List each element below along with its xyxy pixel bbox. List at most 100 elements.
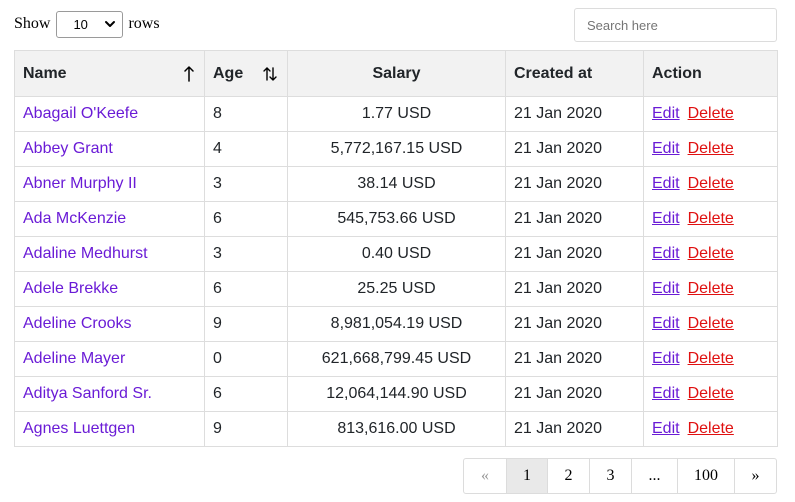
name-cell: Agnes Luettgen <box>14 411 205 447</box>
prev-page-button[interactable]: « <box>464 459 507 493</box>
delete-link[interactable]: Delete <box>687 280 734 297</box>
action-cell: Edit Delete <box>643 166 778 202</box>
rows-per-page-select[interactable]: 10 <box>56 10 124 38</box>
name-link[interactable]: Abbey Grant <box>23 140 113 157</box>
name-cell: Aditya Sanford Sr. <box>14 376 205 412</box>
name-cell: Adeline Mayer <box>14 341 205 377</box>
age-cell: 8 <box>204 96 288 132</box>
edit-link[interactable]: Edit <box>652 280 680 297</box>
action-cell: Edit Delete <box>643 236 778 272</box>
pagination: « 1 2 3 ... 100 » <box>463 458 777 494</box>
table-row: Adeline Crooks 9 8,981,054.19 USD 21 Jan 20… <box>14 306 778 342</box>
edit-link[interactable]: Edit <box>652 350 680 367</box>
column-header-action: Action <box>643 50 778 97</box>
name-link[interactable]: Adaline Medhurst <box>23 245 148 262</box>
page-button[interactable]: 2 <box>548 459 590 493</box>
salary-cell: 813,616.00 USD <box>287 411 506 447</box>
table-row: Abner Murphy II 3 38.14 USD 21 Jan 2020 Edit… <box>14 166 778 202</box>
name-cell: Abner Murphy II <box>14 166 205 202</box>
column-header-action-label: Action <box>652 64 702 82</box>
delete-link[interactable]: Delete <box>687 210 734 227</box>
created-at-cell: 21 Jan 2020 <box>505 131 644 167</box>
delete-link[interactable]: Delete <box>687 385 734 402</box>
name-link[interactable]: Adeline Mayer <box>23 350 126 367</box>
name-link[interactable]: Aditya Sanford Sr. <box>23 385 152 402</box>
action-cell: Edit Delete <box>643 376 778 412</box>
name-link[interactable]: Agnes Luettgen <box>23 420 136 437</box>
age-cell: 6 <box>204 201 288 237</box>
created-at-cell: 21 Jan 2020 <box>505 411 644 447</box>
action-cell: Edit Delete <box>643 131 778 167</box>
table-row: Abagail O'Keefe 8 1.77 USD 21 Jan 2020 Edit D… <box>14 96 778 132</box>
rows-per-page-value: 10 <box>73 16 88 32</box>
edit-link[interactable]: Edit <box>652 245 680 262</box>
table-header-row: Name Age Salary Created at Action <box>14 50 778 97</box>
name-link[interactable]: Adeline Crooks <box>23 315 132 332</box>
table-row: Adaline Medhurst 3 0.40 USD 21 Jan 2020 Edit… <box>14 236 778 272</box>
edit-link[interactable]: Edit <box>652 385 680 402</box>
page-button[interactable]: 1 <box>507 459 548 493</box>
name-link[interactable]: Abner Murphy II <box>23 175 137 192</box>
created-at-cell: 21 Jan 2020 <box>505 166 644 202</box>
edit-link[interactable]: Edit <box>652 315 680 332</box>
age-cell: 3 <box>204 166 288 202</box>
name-link[interactable]: Ada McKenzie <box>23 210 127 227</box>
delete-link[interactable]: Delete <box>687 420 734 437</box>
column-header-name-label: Name <box>23 64 67 82</box>
delete-link[interactable]: Delete <box>687 350 734 367</box>
edit-link[interactable]: Edit <box>652 210 680 227</box>
delete-link[interactable]: Delete <box>687 140 734 157</box>
sort-ascending-icon <box>184 65 194 82</box>
rows-label: rows <box>128 15 160 32</box>
action-cell: Edit Delete <box>643 306 778 342</box>
created-at-cell: 21 Jan 2020 <box>505 271 644 307</box>
salary-cell: 1.77 USD <box>287 96 506 132</box>
table-row: Agnes Luettgen 9 813,616.00 USD 21 Jan 2020… <box>14 411 778 447</box>
name-link[interactable]: Adele Brekke <box>23 280 119 297</box>
age-cell: 6 <box>204 271 288 307</box>
age-cell: 9 <box>204 411 288 447</box>
salary-cell: 38.14 USD <box>287 166 506 202</box>
created-at-cell: 21 Jan 2020 <box>505 236 644 272</box>
table-row: Abbey Grant 4 5,772,167.15 USD 21 Jan 2020 E… <box>14 131 778 167</box>
name-link[interactable]: Abagail O'Keefe <box>23 105 139 122</box>
salary-cell: 12,064,144.90 USD <box>287 376 506 412</box>
column-header-name[interactable]: Name <box>14 50 205 97</box>
edit-link[interactable]: Edit <box>652 140 680 157</box>
page-button[interactable]: 100 <box>678 459 735 493</box>
column-header-created-at[interactable]: Created at <box>505 50 644 97</box>
column-header-salary-label: Salary <box>372 64 421 82</box>
age-cell: 9 <box>204 306 288 342</box>
delete-link[interactable]: Delete <box>687 315 734 332</box>
created-at-cell: 21 Jan 2020 <box>505 341 644 377</box>
next-page-button[interactable]: » <box>751 467 760 484</box>
page-button[interactable]: 3 <box>590 459 632 493</box>
edit-link[interactable]: Edit <box>652 105 680 122</box>
age-cell: 3 <box>204 236 288 272</box>
salary-cell: 545,753.66 USD <box>287 201 506 237</box>
delete-link[interactable]: Delete <box>687 105 734 122</box>
salary-cell: 621,668,799.45 USD <box>287 341 506 377</box>
edit-link[interactable]: Edit <box>652 420 680 437</box>
age-cell: 4 <box>204 131 288 167</box>
search-input[interactable] <box>574 8 777 42</box>
age-cell: 6 <box>204 376 288 412</box>
salary-cell: 5,772,167.15 USD <box>287 131 506 167</box>
name-cell: Abagail O'Keefe <box>14 96 205 132</box>
edit-link[interactable]: Edit <box>652 175 680 192</box>
salary-cell: 0.40 USD <box>287 236 506 272</box>
pagination-ellipsis: ... <box>632 459 678 493</box>
salary-cell: 8,981,054.19 USD <box>287 306 506 342</box>
column-header-salary[interactable]: Salary <box>287 50 506 97</box>
column-header-age[interactable]: Age <box>204 50 288 97</box>
delete-link[interactable]: Delete <box>687 245 734 262</box>
created-at-cell: 21 Jan 2020 <box>505 201 644 237</box>
delete-link[interactable]: Delete <box>687 175 734 192</box>
table-row: Adeline Mayer 0 621,668,799.45 USD 21 Jan 2… <box>14 341 778 377</box>
age-cell: 0 <box>204 341 288 377</box>
created-at-cell: 21 Jan 2020 <box>505 306 644 342</box>
action-cell: Edit Delete <box>643 96 778 132</box>
column-header-age-label: Age <box>213 64 244 82</box>
show-label: Show <box>14 15 51 32</box>
data-table: Name Age Salary Created at Action Aba <box>14 50 778 447</box>
